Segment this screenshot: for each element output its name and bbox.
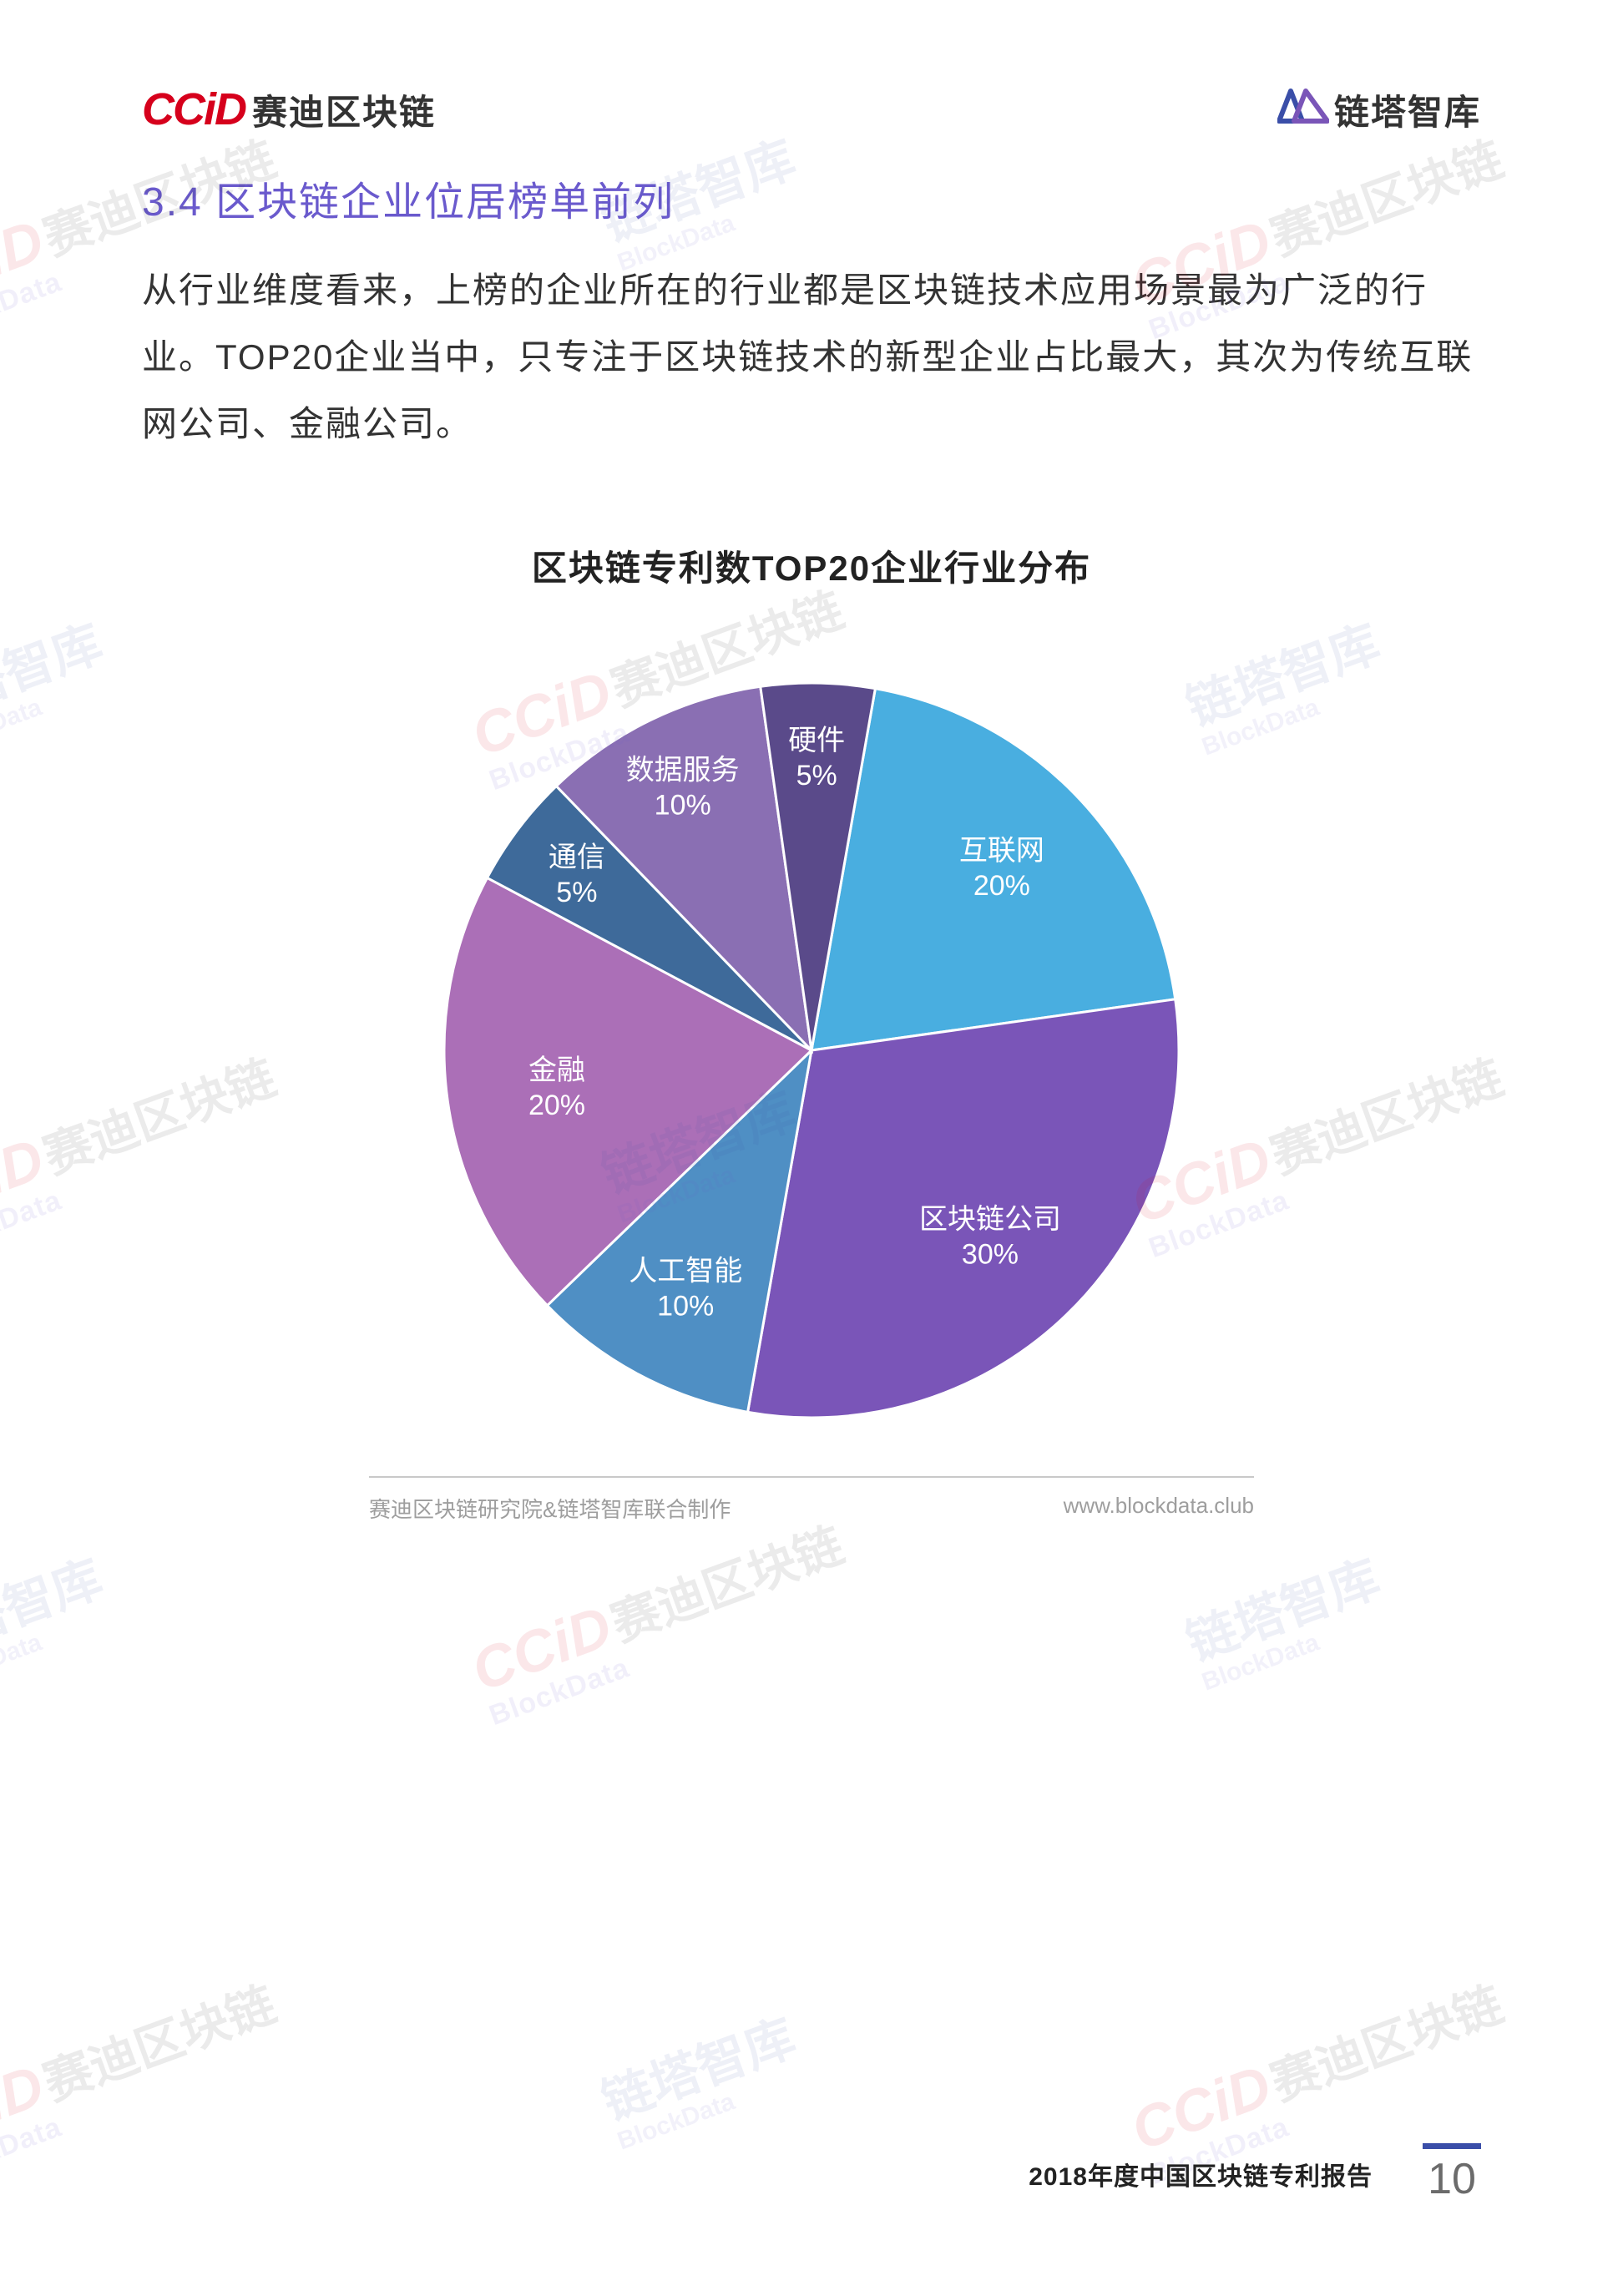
- chart-credit-left: 赛迪区块链研究院&链塔智库联合制作: [369, 1493, 731, 1524]
- chart-title: 区块链专利数TOP20企业行业分布: [142, 540, 1481, 591]
- section-heading: 区块链企业位居榜单前列: [215, 180, 675, 225]
- pie-slice-pct: 30%: [962, 1239, 1019, 1271]
- liantazk-logo-text: 链塔智库: [1334, 84, 1481, 135]
- chart-credit: 赛迪区块链研究院&链塔智库联合制作 www.blockdata.club: [369, 1493, 1254, 1524]
- section-body: 从行业维度看来，上榜的企业所在的行业都是区块链技术应用场景最为广泛的行业。TOP…: [142, 257, 1481, 457]
- footer: 2018年度中国区块链专利报告 10: [1029, 2143, 1481, 2204]
- pie-slice-label: 硬件: [788, 725, 845, 756]
- liantazk-icon: [1277, 88, 1329, 131]
- wm-ccid: CCiD: [0, 207, 53, 319]
- pie-slice-label: 数据服务: [626, 755, 740, 786]
- page-number-block: 10: [1423, 2143, 1481, 2204]
- pie-slice-pct: 10%: [657, 1291, 714, 1322]
- pie-slice-pct: 5%: [556, 877, 597, 909]
- pie-slice-label: 区块链公司: [919, 1204, 1061, 1236]
- pie-slice-pct: 20%: [528, 1090, 585, 1121]
- pie-chart: 互联网20%区块链公司30%人工智能10%金融20%通信5%数据服务10%硬件5…: [142, 633, 1481, 1451]
- chart-divider: [369, 1476, 1254, 1478]
- footer-report-title: 2018年度中国区块链专利报告: [1029, 2156, 1373, 2192]
- chart-container: 区块链专利数TOP20企业行业分布 互联网20%区块链公司30%人工智能10%金…: [142, 540, 1481, 1524]
- page-number-bar: [1423, 2143, 1481, 2149]
- pie-slice-pct: 20%: [973, 870, 1030, 902]
- ccid-logo-block: CCiD 赛迪区块链: [142, 83, 436, 135]
- pie-slice-pct: 10%: [655, 790, 711, 822]
- liantazk-logo-block: 链塔智库: [1277, 84, 1481, 135]
- pie-slice-label: 人工智能: [629, 1256, 742, 1287]
- ccid-logo-en: CCiD: [142, 83, 245, 135]
- section-title: 3.4 区块链企业位居榜单前列: [142, 169, 1481, 227]
- ccid-logo-cn: 赛迪区块链: [252, 84, 436, 135]
- page-number: 10: [1428, 2154, 1476, 2204]
- pie-slice-label: 互联网: [959, 835, 1044, 867]
- section-number: 3.4: [142, 180, 203, 225]
- pie-slice-pct: 5%: [796, 760, 837, 791]
- pie-slice-label: 通信: [549, 842, 605, 874]
- header: CCiD 赛迪区块链 链塔智库: [142, 83, 1481, 135]
- pie-slice-label: 金融: [528, 1054, 585, 1086]
- report-page: CCiD 赛迪区块链 BlockData 链塔智库 BlockData CCiD…: [0, 0, 1623, 2296]
- chart-credit-right: www.blockdata.club: [1064, 1493, 1254, 1524]
